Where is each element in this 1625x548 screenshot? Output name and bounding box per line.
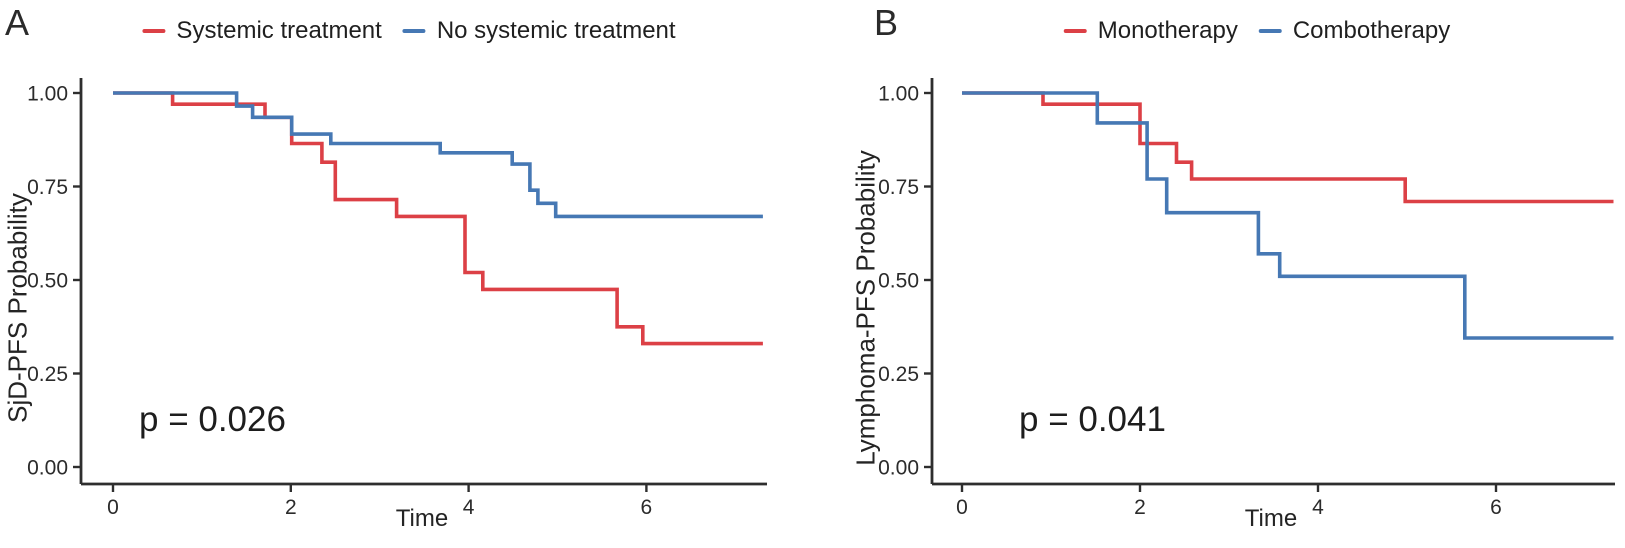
panel-label-b: B [874, 2, 899, 43]
series-monotherapy-curve [962, 91, 1614, 204]
legend-swatch-systemic-treatment [142, 29, 166, 33]
y-axis-title-panel-a: SjD-PFS Probability [2, 193, 33, 423]
series-systemic-treatment-curve [113, 91, 763, 346]
x-tick-label: 4 [1312, 496, 1324, 519]
legend-panel-b: Monotherapy Combotherapy [1063, 17, 1451, 45]
y-tick-label: 0.25 [878, 363, 919, 386]
x-axis-title-panel-b: Time [1244, 505, 1298, 532]
y-tick-label: 0.50 [27, 270, 68, 293]
legend-label-no-systemic-treatment: No systemic treatment [436, 17, 676, 44]
x-tick-label: 0 [956, 496, 968, 519]
x-tick-label: 4 [463, 496, 475, 519]
legend-swatch-monotherapy [1063, 29, 1087, 33]
panel-label-a: A [5, 2, 30, 43]
y-tick-label: 1.00 [878, 83, 919, 106]
legend-label-monotherapy: Monotherapy [1097, 17, 1238, 44]
panel-b-plot: 0 2 4 6 0.00 0.25 0.50 0.75 1.00 [878, 78, 1615, 519]
y-tick-label: 0.00 [27, 457, 68, 480]
legend-label-combotherapy: Combotherapy [1292, 17, 1451, 44]
legend-swatch-combotherapy [1258, 29, 1282, 33]
panel-a-plot: 0 2 4 6 0.00 0.25 0.50 0.75 1.00 [27, 78, 767, 519]
x-tick-label: 6 [1490, 496, 1502, 519]
x-tick-label: 2 [285, 496, 297, 519]
y-tick-label: 0.75 [878, 176, 919, 199]
y-tick-label: 0.00 [878, 457, 919, 480]
x-tick-label: 6 [641, 496, 653, 519]
series-combotherapy-curve [962, 91, 1614, 340]
x-axis-title-panel-a: Time [395, 505, 449, 532]
p-value-panel-a: p = 0.026 [139, 400, 286, 439]
legend-swatch-no-systemic-treatment [402, 29, 426, 33]
x-tick-label: 0 [107, 496, 119, 519]
y-tick-label: 0.50 [878, 270, 919, 293]
series-no-systemic-treatment-curve [113, 91, 763, 219]
x-tick-label: 2 [1134, 496, 1146, 519]
legend-panel-a: Systemic treatment No systemic treatment [142, 17, 676, 45]
y-tick-label: 0.75 [27, 176, 68, 199]
y-tick-label: 1.00 [27, 83, 68, 106]
y-tick-label: 0.25 [27, 363, 68, 386]
legend-label-systemic-treatment: Systemic treatment [176, 17, 382, 44]
p-value-panel-b: p = 0.041 [1019, 400, 1166, 439]
y-axis-title-panel-b: Lymphoma-PFS Probability [850, 150, 881, 466]
